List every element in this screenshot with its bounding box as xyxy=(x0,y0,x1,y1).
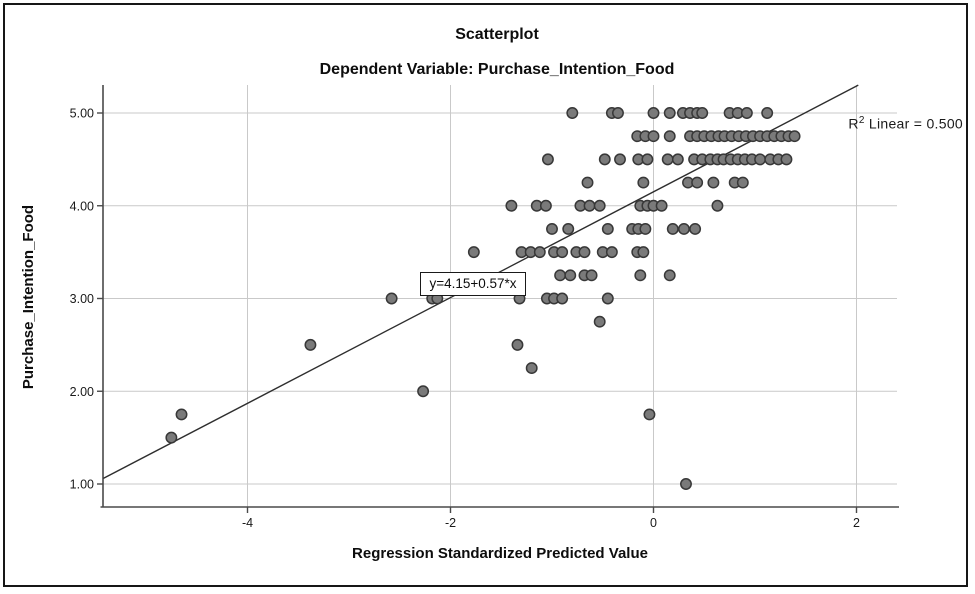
scatter-point xyxy=(788,130,801,143)
scatter-point xyxy=(539,199,552,212)
scatter-point xyxy=(680,478,692,490)
r-squared-value: Linear = 0.500 xyxy=(864,115,963,132)
scatter-point xyxy=(612,107,624,119)
scatter-point xyxy=(637,246,650,259)
scatter-point xyxy=(696,107,709,119)
scatter-point xyxy=(593,199,606,212)
scatter-point xyxy=(546,222,558,235)
scatter-point xyxy=(525,362,538,375)
scatter-point xyxy=(736,176,749,189)
r-squared-label: R2 Linear = 0.500 xyxy=(763,115,963,132)
scatter-point xyxy=(663,269,676,282)
x-tick-label: -4 xyxy=(242,516,253,530)
x-axis-title: Regression Standardized Predicted Value xyxy=(352,545,648,562)
scatter-point xyxy=(598,153,611,166)
scatter-point xyxy=(505,199,518,212)
scatter-point xyxy=(637,176,650,189)
scatter-point xyxy=(556,246,569,259)
scatter-point xyxy=(554,269,567,282)
scatter-point xyxy=(467,246,480,259)
x-tick-label: 0 xyxy=(650,516,657,530)
scatter-point xyxy=(601,222,614,235)
scatter-point xyxy=(634,269,647,282)
scatter-point xyxy=(711,199,724,212)
scatter-point xyxy=(562,222,575,235)
scatter-point xyxy=(647,130,660,143)
scatter-point xyxy=(761,107,774,119)
scatter-point xyxy=(593,315,606,328)
scatter-point xyxy=(671,153,684,166)
scatter-point xyxy=(655,199,668,212)
scatter-point xyxy=(780,153,793,166)
scatter-point xyxy=(663,130,676,143)
regression-equation-label: y=4.15+0.57*x xyxy=(420,272,526,296)
scatter-point xyxy=(583,199,596,212)
scatter-point xyxy=(647,107,660,119)
scatter-point xyxy=(165,431,178,444)
scatter-point xyxy=(585,269,598,282)
scatter-point xyxy=(578,246,591,259)
scatter-point xyxy=(541,153,554,166)
scatter-point xyxy=(678,222,690,235)
scatter-point xyxy=(643,408,656,421)
scatter-point xyxy=(556,292,569,305)
y-tick-label: 1.00 xyxy=(70,478,94,492)
y-tick-label: 4.00 xyxy=(70,199,94,213)
scatter-point xyxy=(564,269,577,282)
scatter-point xyxy=(601,292,614,305)
scatter-point xyxy=(689,222,702,235)
y-axis-title: Purchase_Intention_Food xyxy=(20,204,37,390)
scatter-point xyxy=(641,153,654,166)
r-squared-text: R xyxy=(848,115,859,132)
scatter-point xyxy=(417,385,430,398)
y-tick-label: 5.00 xyxy=(70,107,94,121)
scatter-point xyxy=(666,222,679,235)
x-tick-label: -2 xyxy=(445,516,456,530)
scatter-point xyxy=(740,107,753,119)
scatter-point xyxy=(661,153,674,166)
scatter-point xyxy=(385,292,398,305)
scatter-point xyxy=(691,176,704,189)
scatter-point xyxy=(533,246,546,259)
scatter-point xyxy=(754,153,767,166)
y-tick-label: 3.00 xyxy=(70,292,94,306)
scatter-point xyxy=(605,246,618,259)
chart-subtitle: Dependent Variable: Purchase_Intention_F… xyxy=(319,61,675,78)
y-tick-label: 2.00 xyxy=(70,385,94,399)
x-tick-label: 2 xyxy=(853,516,860,530)
scatter-point xyxy=(304,338,317,351)
r-squared-exponent: 2 xyxy=(858,115,865,126)
scatter-point xyxy=(566,107,579,119)
scatter-point xyxy=(663,107,676,119)
scatter-point xyxy=(707,176,720,189)
scatter-point xyxy=(639,222,652,235)
scatter-point xyxy=(581,176,594,189)
chart-title: Scatterplot xyxy=(455,26,539,43)
scatter-point xyxy=(175,408,188,421)
scatter-point xyxy=(511,338,524,351)
scatter-point xyxy=(614,153,626,166)
